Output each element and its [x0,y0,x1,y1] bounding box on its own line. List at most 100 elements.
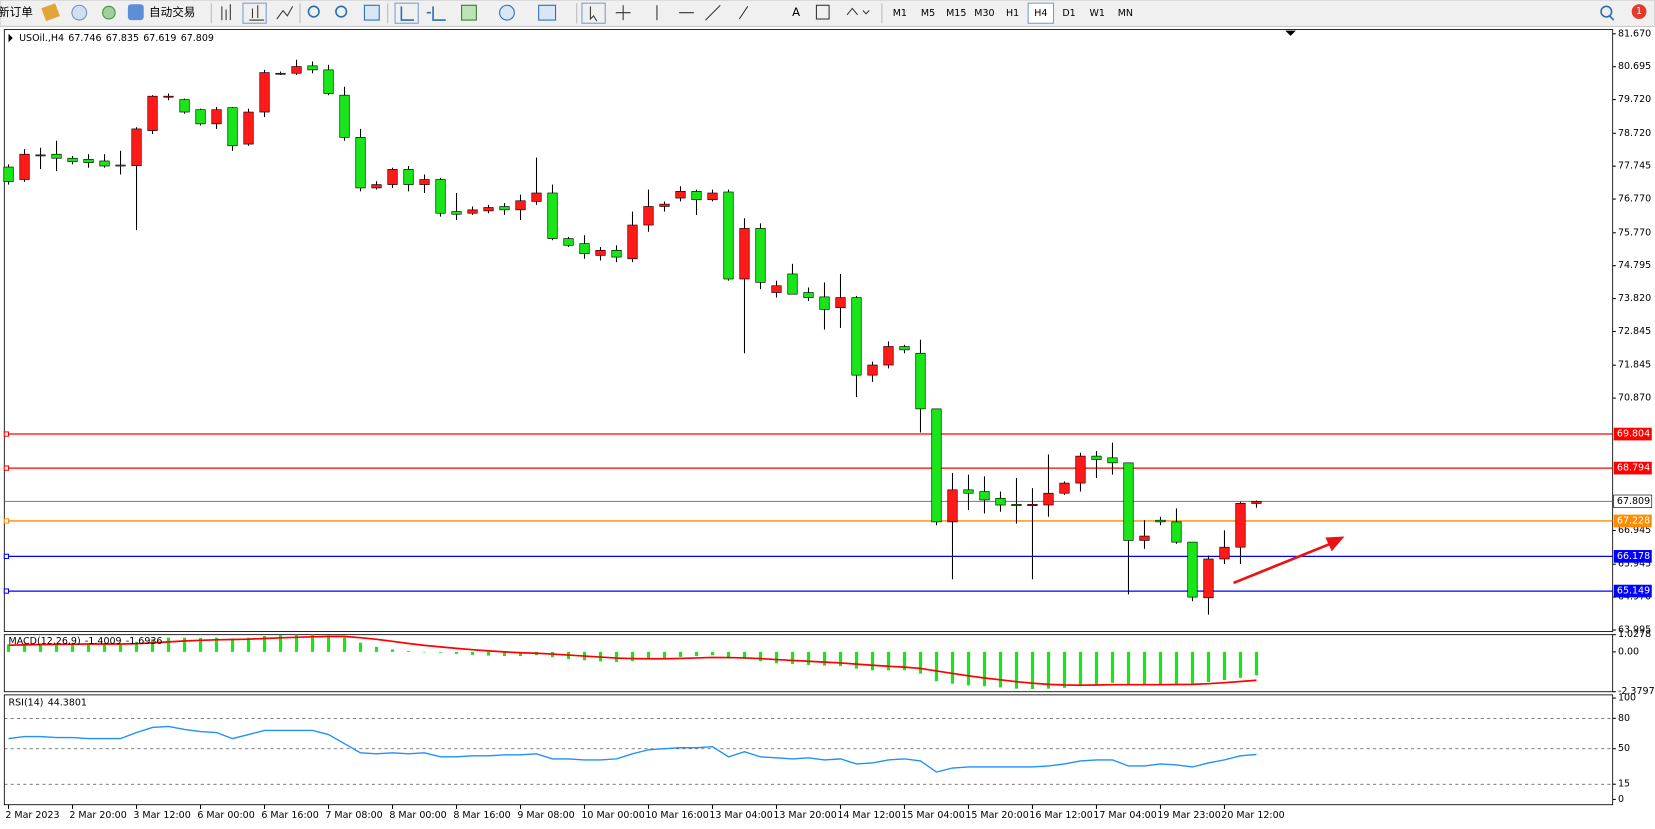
candle-body [1187,541,1198,598]
candle-body [691,190,702,201]
tile-icon[interactable] [363,4,380,21]
candle-body [355,137,366,189]
candle-body [99,160,110,167]
x-tick-label: 8 Mar 00:00 [389,810,446,821]
indicator-icon[interactable] [461,4,477,21]
timeframe-button[interactable]: M15 [946,8,966,19]
timeframe-button[interactable]: H1 [1006,8,1019,19]
candle-body [1011,504,1022,507]
y-tick-label: 50 [1618,743,1630,754]
macd-bar [854,651,859,669]
timeframe-button[interactable]: W1 [1089,8,1104,19]
timeframe-bar: M1 M5 M15 M30 H1 H4 D1 W1 MN [893,2,1133,24]
new-order-button[interactable]: 新订单 [0,5,33,19]
y-tick-label: 80.695 [1618,61,1651,72]
zoom-in-icon[interactable] [307,5,320,18]
candle-body [211,109,222,125]
drawing-tool-icons [589,4,749,22]
icon [41,3,60,22]
level-marker [3,465,10,471]
timeframe-button[interactable]: M30 [974,8,994,19]
panel-frame [3,694,1614,806]
toolbar-bg [0,0,1655,27]
macd-bar [790,651,795,664]
macd-bar [150,639,155,652]
auto-trading-icon [127,4,144,21]
scroll-icons [400,6,446,21]
x-tick-label: 13 Mar 20:00 [773,810,836,821]
candle-body [867,364,878,376]
macd-bar [758,651,763,662]
macd-bar [806,651,811,665]
macd-bar [230,638,235,652]
shift-marker [1285,30,1296,36]
candle-body [339,94,350,138]
macd-bar [470,651,475,655]
candle-body [883,346,894,366]
auto-trading-button[interactable]: 自动交易 [149,5,195,19]
candle-body [1155,519,1166,523]
y-tick-label: 0.00 [1618,646,1639,657]
candle-body [227,107,238,147]
label-tool-icon[interactable] [815,4,830,20]
level-marker [3,431,10,437]
macd-bar [1094,651,1099,685]
candle-body [1075,455,1086,484]
candle-body [899,346,910,351]
period-icon[interactable] [499,4,515,21]
timeframe-button[interactable]: M1 [893,8,907,19]
header-title: USOil.,H4 [19,33,64,44]
annotation-arrowhead [1325,536,1345,552]
macd-bar [454,651,459,654]
header-value: 44.3801 [48,697,87,708]
candle-body [675,190,686,199]
search-icon[interactable] [1600,5,1613,18]
macd-bar [1238,651,1243,678]
candle-body [147,95,158,131]
macd-bar [614,651,619,662]
candle-body [435,179,446,214]
candle-body [179,99,190,113]
text-tool[interactable]: A [792,5,800,19]
level-label: 67.228 [1617,515,1650,526]
timeframe-button[interactable]: MN [1118,8,1133,19]
macd-bar [1030,651,1035,690]
macd-bar [118,644,123,652]
macd-bar [710,651,715,656]
panel-header: RSI(14) 44.3801 [9,697,87,708]
macd-bar [1078,651,1083,687]
zoom-out-icon[interactable] [335,5,348,18]
candle-body [291,66,302,74]
macd-bar [246,637,251,652]
macd-bar [662,651,667,659]
notification-badge[interactable] [1631,4,1647,20]
macd-bar [502,651,507,657]
timeframe-button[interactable]: D1 [1062,8,1075,19]
current-price-bg [1613,494,1653,508]
candle-body [1043,492,1054,506]
y-tick-label: 73.820 [1618,293,1651,304]
level-label-bg [1613,427,1652,441]
x-tick-label: 16 Mar 12:00 [1029,810,1092,821]
template-icon[interactable] [538,4,557,21]
level-label-bg [1613,550,1652,563]
arrows-tool-icon[interactable] [846,7,870,16]
macd-bar [694,651,699,657]
macd-bar [1062,651,1067,688]
x-tick-label: 10 Mar 16:00 [645,810,708,821]
signal-line [8,635,1257,687]
macd-bar [870,651,875,671]
macd-bar [1174,651,1179,684]
panel-frame [3,29,1614,632]
macd-bar [374,646,379,652]
macd-bar [278,635,283,652]
candle-body [851,297,862,376]
macd-bar [1222,651,1227,681]
macd-bar [198,637,203,652]
y-tick-label: 0 [1618,794,1624,805]
candle-body [1203,558,1214,599]
timeframe-button[interactable]: H4 [1034,8,1047,19]
notification-count: 1 [1636,6,1642,17]
timeframe-button[interactable]: M5 [921,8,935,19]
